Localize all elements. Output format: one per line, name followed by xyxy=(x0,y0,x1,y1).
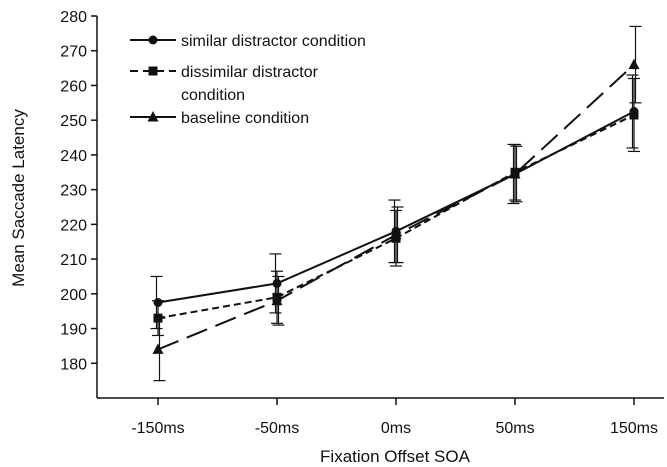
data-point xyxy=(510,169,520,179)
chart-axes xyxy=(96,16,664,399)
x-axis-label: Fixation Offset SOA xyxy=(320,447,471,466)
legend-label: dissimilar distractor xyxy=(181,64,319,81)
x-tick-label: 50ms xyxy=(495,420,534,437)
legend-label: condition xyxy=(181,87,245,104)
legend-marker xyxy=(148,35,158,45)
series-circle xyxy=(150,74,639,330)
y-tick-label: 200 xyxy=(60,287,87,304)
data-point xyxy=(391,233,401,243)
y-tick-label: 230 xyxy=(60,183,87,200)
legend: similar distractor condition dissimilar d… xyxy=(130,33,366,127)
data-point xyxy=(152,343,164,354)
data-point xyxy=(628,58,640,70)
y-tick-label: 210 xyxy=(60,252,87,269)
y-tick-label: 180 xyxy=(60,356,87,373)
legend-marker xyxy=(148,66,158,76)
y-tick-label: 280 xyxy=(60,9,87,26)
legend-marker xyxy=(147,111,159,122)
legend-label: baseline condition xyxy=(181,110,309,127)
x-tick-label: 150ms xyxy=(610,420,658,437)
data-point xyxy=(391,226,401,236)
data-point xyxy=(153,313,163,323)
y-tick-label: 260 xyxy=(60,78,87,95)
x-tick-label: -150ms xyxy=(131,420,184,437)
y-tick-label: 240 xyxy=(60,148,87,165)
legend-label: similar distractor condition xyxy=(181,33,366,50)
x-tick-label: 0ms xyxy=(381,420,411,437)
y-tick-label: 190 xyxy=(60,322,87,339)
y-tick-label: 250 xyxy=(60,113,87,130)
y-axis-ticks: 180 190 200 210 220 230 240 250 260 270 280 xyxy=(60,9,97,373)
y-tick-label: 270 xyxy=(60,44,87,61)
plot-area xyxy=(150,25,642,382)
y-axis-label: Mean Saccade Latency xyxy=(9,109,28,287)
data-point xyxy=(629,107,639,116)
data-point xyxy=(153,298,163,307)
y-tick-label: 220 xyxy=(60,217,87,234)
data-point xyxy=(272,278,282,288)
data-point xyxy=(272,292,282,302)
x-tick-label: -50ms xyxy=(255,420,299,437)
x-axis-ticks: -150ms -50ms 0ms 50ms 150ms xyxy=(131,398,658,437)
